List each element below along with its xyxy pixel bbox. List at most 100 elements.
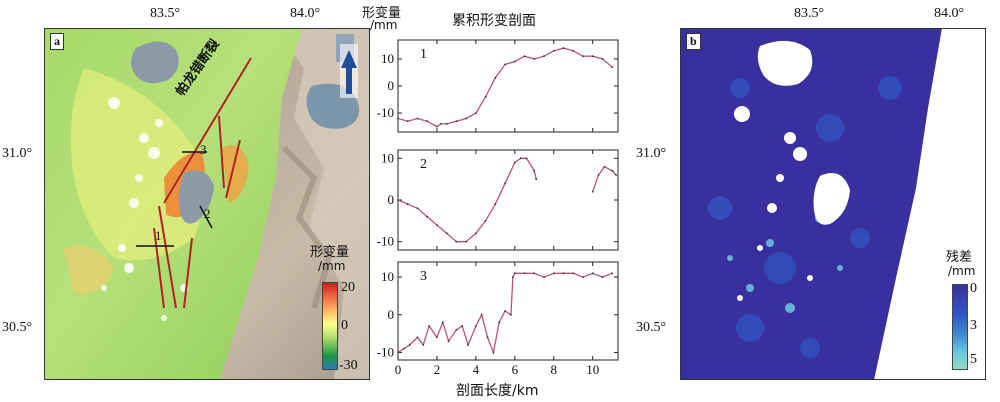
profile-3-ytick-label: 0 — [388, 307, 395, 322]
profile-3-point — [591, 272, 594, 275]
profile-2-point — [494, 203, 497, 206]
profile-1-point — [465, 117, 467, 120]
lake-central — [178, 170, 214, 224]
profiles-xlabel: 剖面长度/km — [456, 383, 539, 399]
profile-xtick-label: 4 — [473, 362, 480, 377]
profile-3-ytick-label: 10 — [381, 269, 394, 284]
profile-1-ytick-label: 0 — [388, 78, 395, 93]
profile-1-frame — [397, 39, 619, 133]
colorbar-a-tick-top: 20 — [341, 280, 355, 295]
profile-3-point — [512, 276, 514, 278]
north-arrow-icon — [340, 44, 358, 98]
profile-1-ytick-label: -10 — [377, 105, 394, 120]
profile-3-frame — [397, 261, 619, 361]
profile-3-point — [416, 336, 419, 339]
profile-1-point — [562, 47, 565, 49]
profile-1-point — [523, 55, 526, 58]
profile-1-point — [426, 120, 429, 123]
north-arrow-unit: /mm — [370, 18, 398, 32]
profile-3-point — [402, 347, 405, 350]
insar-negative-patch — [64, 245, 114, 294]
profile-2-point — [504, 182, 506, 185]
profile-2-point — [611, 169, 614, 172]
snow-patches — [101, 97, 188, 321]
profile-lines — [136, 151, 213, 247]
panel-b-label: b — [686, 33, 701, 50]
profile-2-point — [533, 169, 536, 172]
terrain-ridge — [281, 145, 333, 309]
profile-3-point — [523, 272, 526, 275]
panel-b-lat-tick-1: 31.0° — [636, 146, 667, 161]
profile-3-point — [562, 272, 565, 275]
profile-2-point — [455, 240, 458, 243]
profile-3-point — [552, 272, 555, 275]
profile-xtick-label: 10 — [586, 362, 599, 377]
profile-2-point — [597, 174, 600, 176]
profile-3-point — [543, 276, 545, 278]
profile-2-point — [416, 207, 419, 210]
lake-north — [131, 41, 179, 84]
profile-1-ytick-label: 10 — [381, 51, 394, 66]
profile-3-point — [480, 313, 483, 316]
profile-1-series-1 — [397, 47, 613, 128]
profile-1-point — [416, 117, 419, 120]
panel-b-map — [680, 28, 986, 380]
profile-2-ytick-label: 10 — [381, 150, 394, 165]
profile-3-point — [455, 328, 458, 331]
colorbar-b-tick-top: 0 — [970, 281, 977, 296]
profile-xtick-label: 6 — [512, 362, 519, 377]
profile-id-3: 3 — [200, 142, 207, 157]
panel-b-lon-tick-2: 84.0° — [934, 6, 965, 21]
profile-2-point — [445, 232, 448, 235]
colorbar-a-tick-bottom: -30 — [339, 358, 358, 373]
panel-a-map — [44, 28, 370, 380]
profile-2-frame — [397, 149, 619, 251]
profile-1-point — [572, 49, 575, 52]
profile-3-point — [467, 344, 469, 346]
profile-id-2: 2 — [204, 206, 211, 221]
profile-3-point — [461, 325, 464, 327]
profile-3-point — [572, 272, 575, 275]
profile-2-point — [465, 240, 467, 243]
profile-3-point — [504, 310, 506, 312]
profile-xtick-label: 8 — [551, 362, 558, 377]
profile-3-point — [498, 321, 501, 324]
profile-2-point — [406, 203, 409, 206]
profile-2-point — [484, 219, 487, 222]
profile-1-point — [543, 55, 545, 58]
profile-2-point — [426, 215, 429, 218]
profile-2-point — [519, 157, 522, 160]
profile-1-point — [475, 112, 477, 114]
profile-3-ytick-label: -10 — [377, 344, 394, 359]
north-arrow-title: 形变量 — [362, 6, 402, 21]
profile-1-point — [582, 55, 584, 58]
panel-a-lon-tick-1: 83.5° — [150, 6, 181, 21]
profile-2-point — [535, 178, 538, 181]
profile-2-id: 2 — [420, 157, 427, 172]
profile-3-point — [492, 351, 495, 354]
profile-2-point — [397, 199, 399, 201]
profile-1-point — [406, 120, 409, 123]
profiles-title: 累积形变剖面 — [452, 13, 536, 29]
profile-3-point — [447, 340, 450, 343]
profile-2-point — [513, 161, 516, 164]
profile-3-point — [601, 276, 604, 278]
profile-2-point — [436, 224, 438, 226]
profile-3-point — [441, 321, 444, 324]
colorbar-a-title: 形变量 — [310, 245, 350, 260]
colorbar-a-unit: /mm — [318, 259, 346, 273]
colorbar-b-title: 残差 — [946, 250, 973, 265]
profile-3-point — [475, 325, 477, 327]
profile-xtick-label: 2 — [434, 362, 441, 377]
colorbar-a — [322, 282, 338, 370]
fault-lines — [153, 57, 252, 309]
residual-masked-areas — [734, 40, 850, 301]
colorbar-b-tick-mid: 3 — [970, 318, 977, 333]
colorbar-a-tick-mid: 0 — [341, 318, 348, 333]
profile-1-point — [445, 123, 448, 125]
panel-b-lat-tick-2: 30.5° — [636, 320, 667, 335]
profile-2-ytick-label: -10 — [377, 234, 394, 249]
profile-3-point — [397, 351, 399, 354]
profile-1-point — [601, 58, 604, 60]
